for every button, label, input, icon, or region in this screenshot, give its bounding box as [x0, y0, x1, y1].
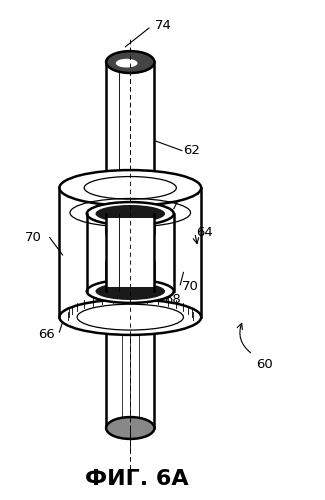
Polygon shape	[106, 262, 154, 428]
Text: 64: 64	[196, 226, 213, 239]
Ellipse shape	[59, 300, 201, 335]
Text: 72: 72	[183, 185, 201, 198]
Text: 70: 70	[182, 280, 199, 293]
Ellipse shape	[96, 282, 165, 300]
Polygon shape	[106, 62, 154, 233]
Ellipse shape	[87, 202, 174, 226]
Text: 60: 60	[256, 358, 273, 371]
Text: 68: 68	[164, 293, 181, 306]
Text: 74: 74	[154, 19, 171, 32]
Polygon shape	[106, 218, 154, 288]
Text: 70: 70	[25, 231, 42, 244]
Ellipse shape	[106, 51, 154, 73]
Text: ФИГ. 6А: ФИГ. 6А	[85, 468, 188, 488]
Ellipse shape	[116, 59, 137, 68]
Ellipse shape	[96, 205, 165, 222]
Ellipse shape	[87, 280, 174, 303]
Text: 62: 62	[183, 144, 200, 157]
Text: 66: 66	[38, 328, 55, 341]
Ellipse shape	[106, 417, 154, 439]
Ellipse shape	[59, 170, 201, 205]
